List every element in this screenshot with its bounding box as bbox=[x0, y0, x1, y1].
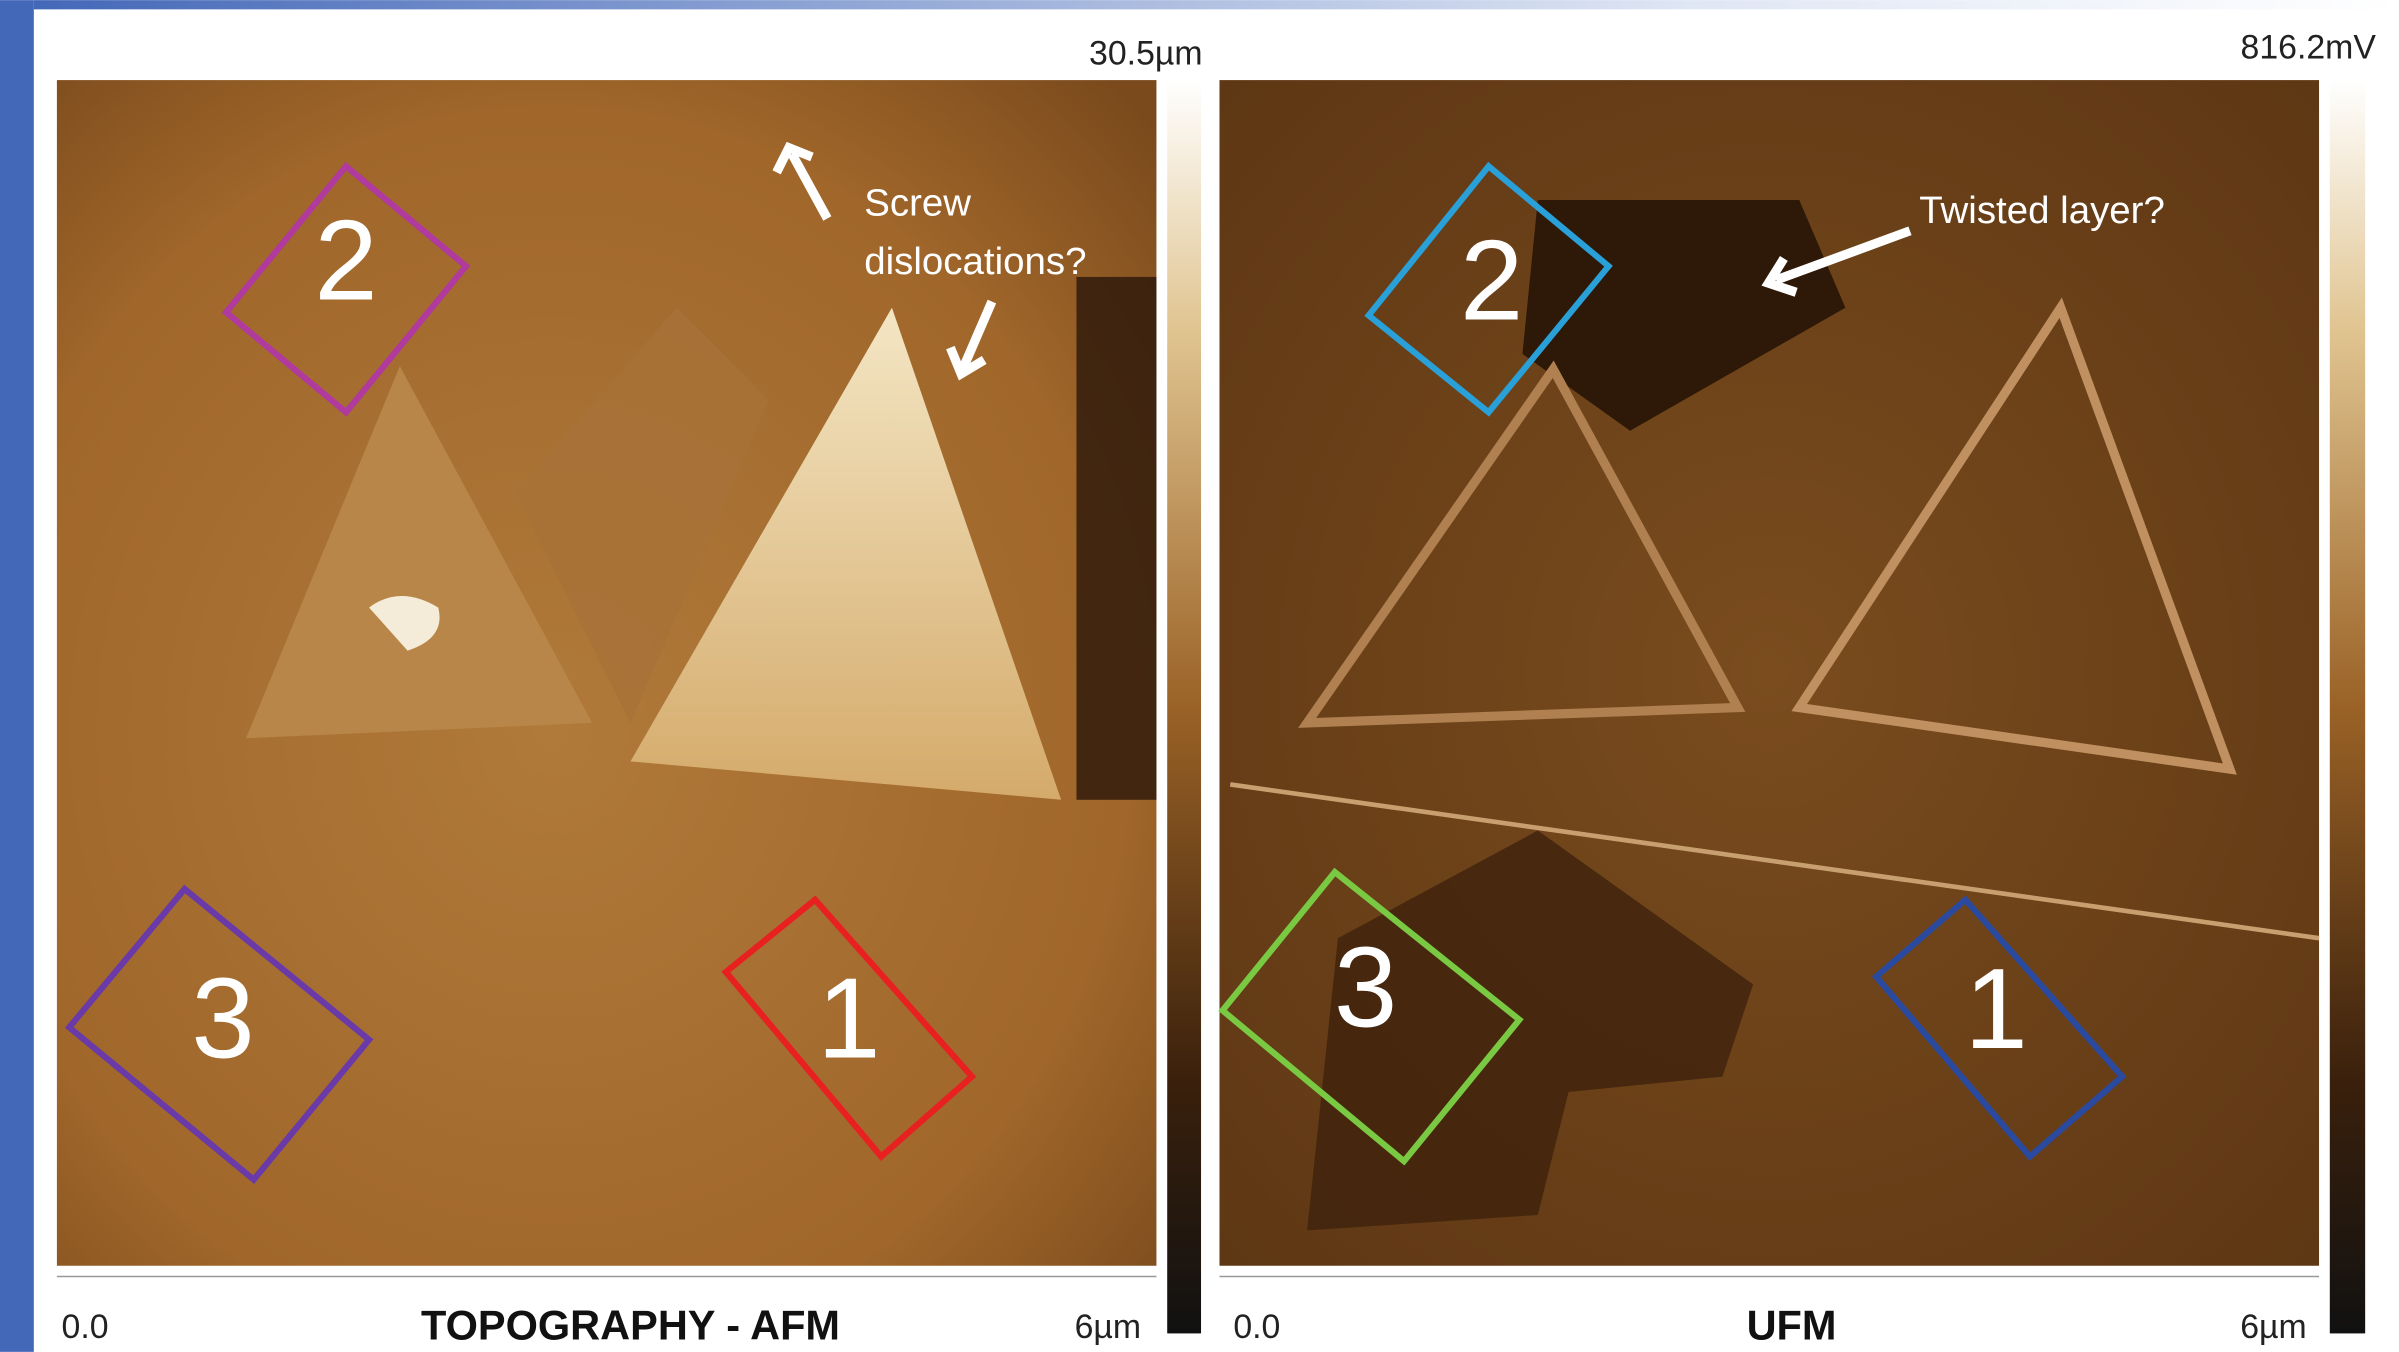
scale-max: 30.5µm bbox=[1089, 35, 1203, 73]
side-bar bbox=[0, 0, 34, 1352]
ufm-colorbar bbox=[2330, 80, 2365, 1333]
figure: 30.5µm 0.0 TOPOGRAPHY - AFM 6µm Screw di… bbox=[0, 0, 2399, 1352]
top-bar bbox=[34, 0, 2399, 9]
axis-end: 6µm bbox=[1075, 1308, 1141, 1346]
region-label: 2 bbox=[314, 197, 377, 324]
region-label: 1 bbox=[1964, 946, 2027, 1073]
annotation: Screw bbox=[864, 181, 971, 224]
afm-colorbar bbox=[1167, 80, 1201, 1333]
annotation: Twisted layer? bbox=[1919, 189, 2165, 232]
region-label: 3 bbox=[191, 955, 254, 1082]
ufm-panel: 816.2mV 0.0 UFM 6µm Twisted layer? 2 3 1 bbox=[1219, 29, 2376, 1349]
panel-title: UFM bbox=[1747, 1302, 1837, 1349]
afm-panel: 30.5µm 0.0 TOPOGRAPHY - AFM 6µm Screw di… bbox=[57, 35, 1203, 1349]
region-label: 1 bbox=[817, 955, 880, 1082]
page: {"panels":[ {"title":"TOPOGRAPHY - AFM",… bbox=[0, 0, 2399, 1352]
axis-start: 0.0 bbox=[1233, 1308, 1280, 1346]
afm-shadow bbox=[1076, 277, 1156, 800]
region-label: 3 bbox=[1334, 925, 1397, 1052]
scale-max: 816.2mV bbox=[2241, 29, 2377, 67]
panel-title: TOPOGRAPHY - AFM bbox=[421, 1302, 840, 1349]
annotation: dislocations? bbox=[864, 240, 1086, 283]
axis-start: 0.0 bbox=[62, 1308, 109, 1346]
region-label: 2 bbox=[1460, 217, 1523, 344]
axis-end: 6µm bbox=[2240, 1308, 2306, 1346]
